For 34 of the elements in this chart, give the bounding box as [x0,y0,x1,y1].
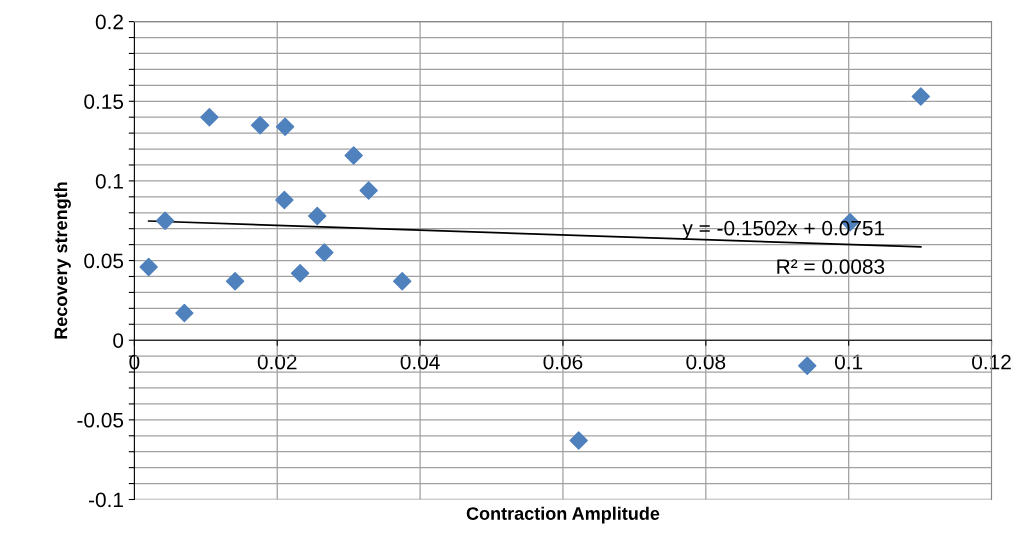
point [359,181,378,200]
y-tick-label: -0.05 [77,412,124,428]
point [200,107,219,127]
point [275,190,294,210]
point [315,243,334,262]
x-tick-label: 0.1 [835,354,863,370]
point [344,146,363,165]
x-axis-title: Contraction Amplitude [466,506,660,524]
point [225,272,245,291]
point [290,264,310,283]
point [308,206,327,226]
y-tick-label: -0.1 [88,492,123,508]
point [911,87,931,106]
annotation: y = -0.1502x + 0.0751 [682,220,885,240]
point [139,257,158,277]
point [393,272,412,291]
y-tick-label: 0.1 [95,173,123,189]
point [175,303,194,323]
annotation: R² = 0.0083 [777,259,885,274]
x-tick-label: 0.04 [400,354,440,370]
point [569,431,588,450]
y-axis-title: Recovery strength [54,182,71,339]
point [275,117,295,136]
x-tick-label: 0.08 [686,354,726,370]
x-tick-label: 0.06 [543,354,583,370]
y-tick-label: 0.15 [84,94,124,109]
point [250,115,270,135]
y-tick-label: 0 [113,333,124,348]
x-tick-label: 0.02 [257,354,297,370]
point [155,211,175,230]
y-tick-label: 0.05 [84,253,124,269]
point [798,356,817,375]
y-tick-label: 0.2 [95,14,123,30]
x-tick-label: 0.12 [972,354,1011,370]
